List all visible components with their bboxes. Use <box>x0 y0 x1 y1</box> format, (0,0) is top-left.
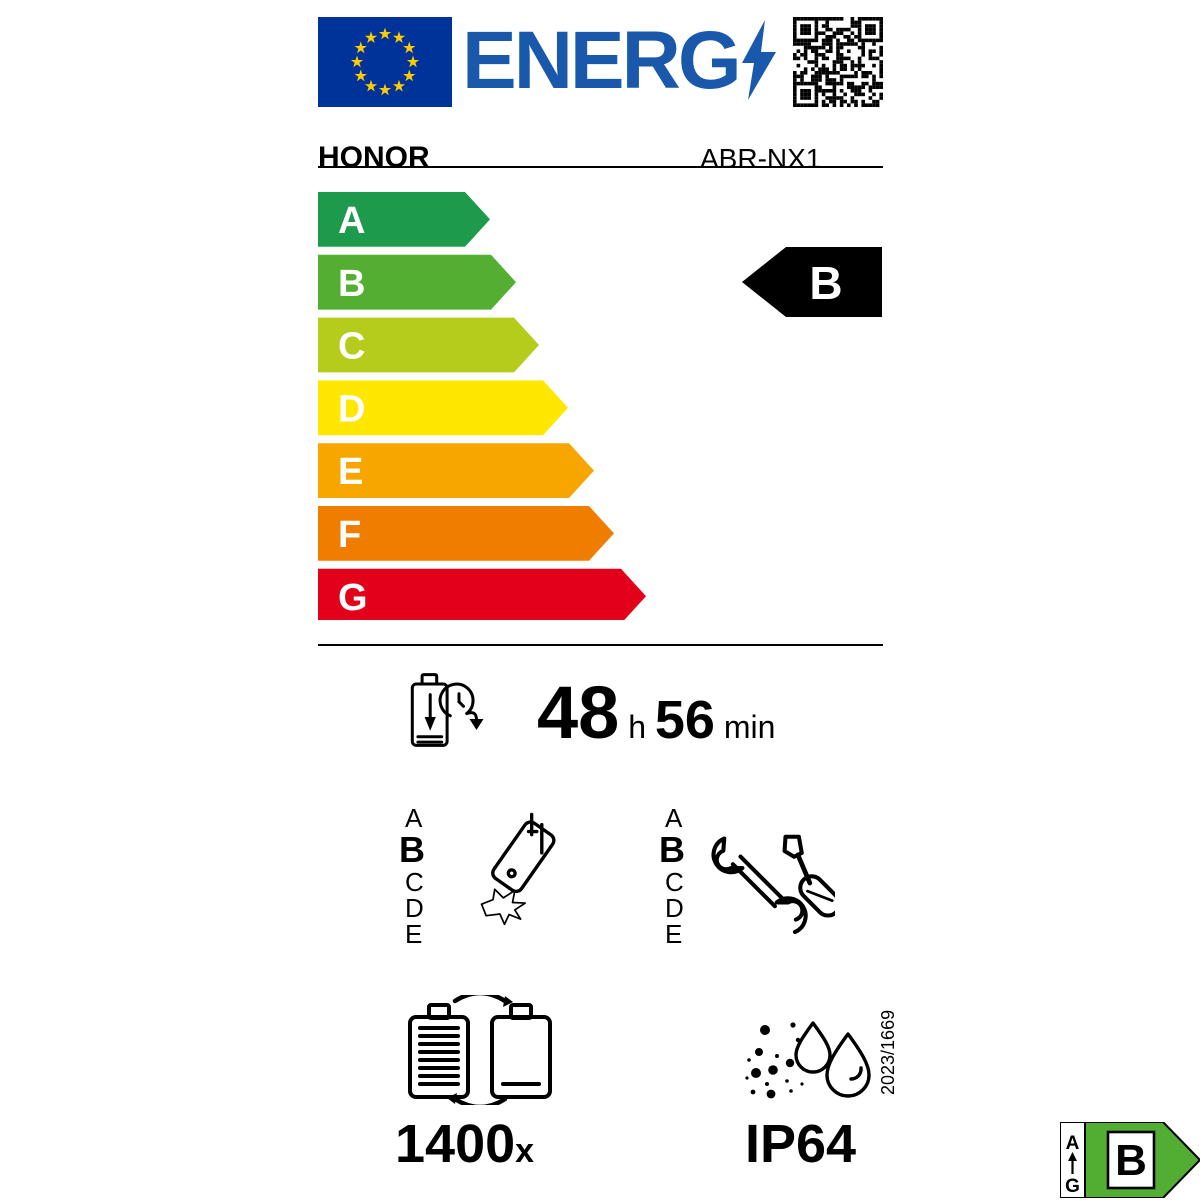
svg-text:B: B <box>1115 1136 1147 1185</box>
svg-text:E: E <box>338 451 363 493</box>
svg-text:D: D <box>338 388 365 430</box>
svg-text:A: A <box>1066 1133 1080 1154</box>
svg-text:C: C <box>338 326 365 368</box>
svg-text:B: B <box>338 263 365 305</box>
svg-text:G: G <box>338 577 368 619</box>
svg-text:F: F <box>338 514 361 556</box>
svg-text:B: B <box>809 257 842 309</box>
svg-text:G: G <box>1065 1176 1080 1197</box>
svg-text:A: A <box>338 200 365 242</box>
